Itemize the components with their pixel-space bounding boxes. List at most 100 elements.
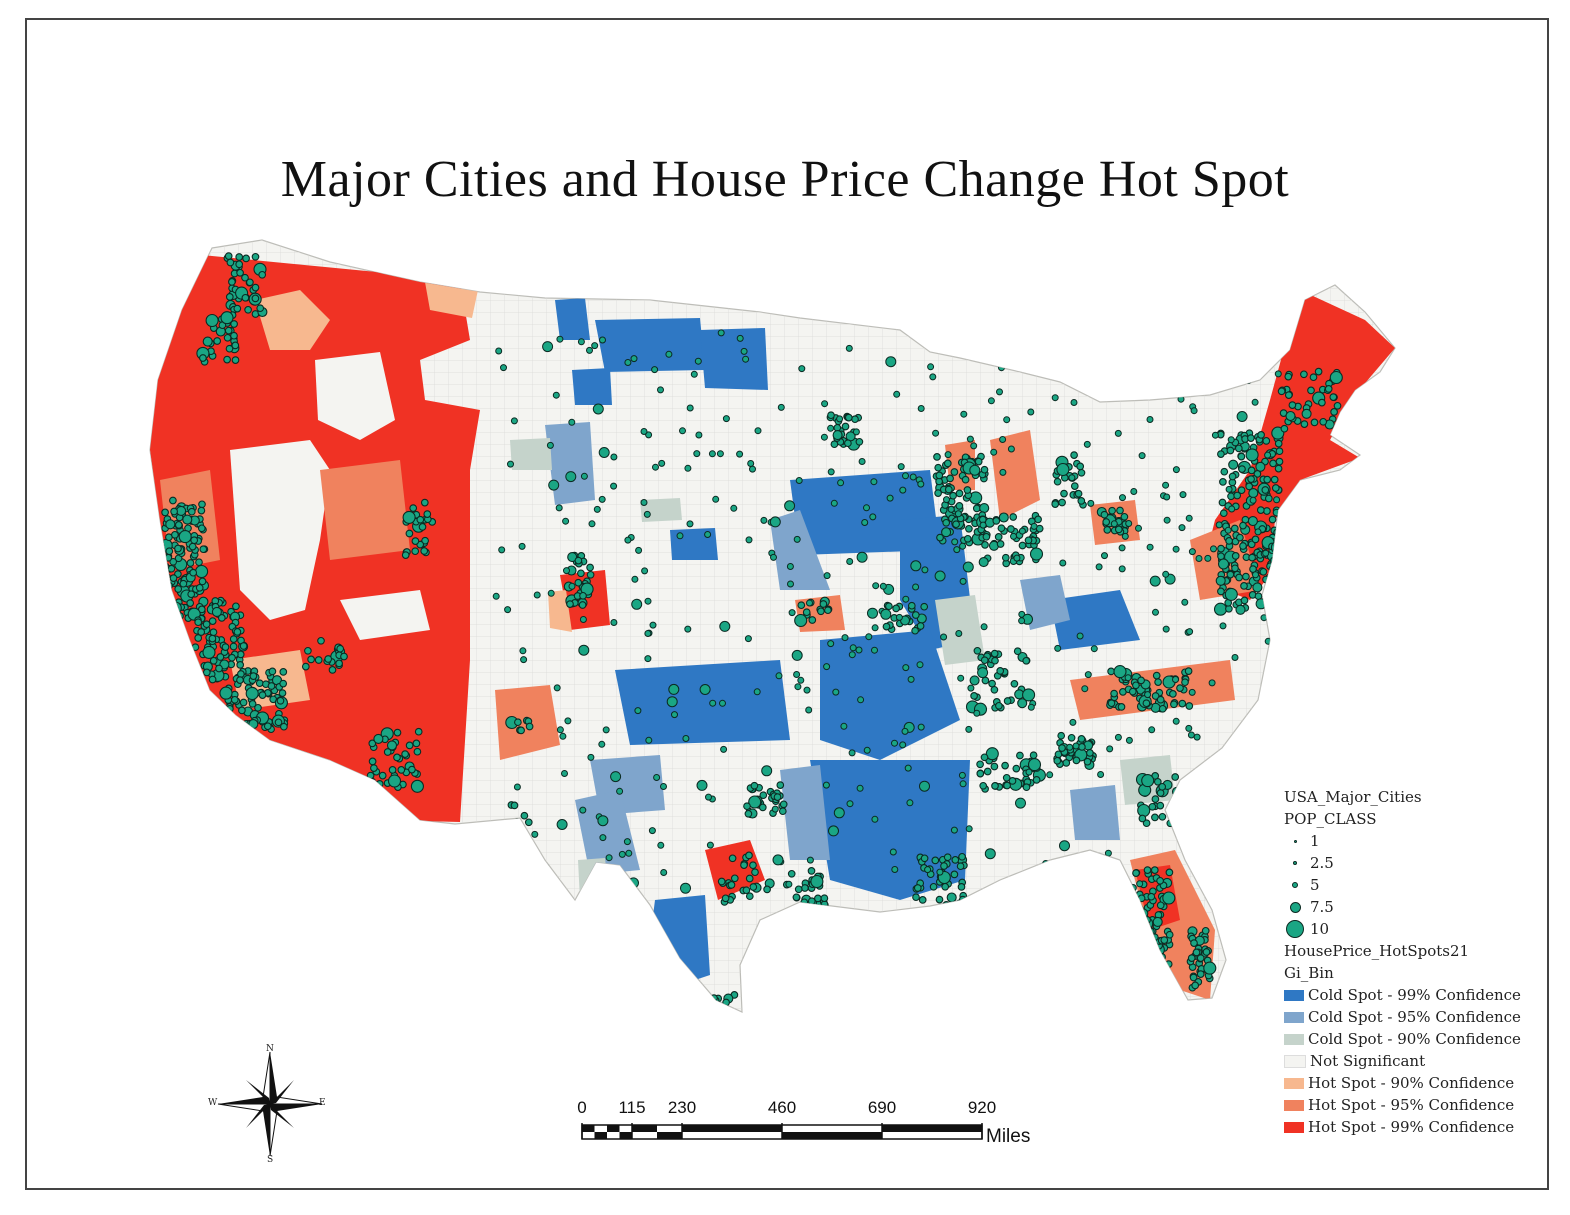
city-point [941, 882, 950, 891]
city-point [696, 779, 708, 791]
city-point [1138, 937, 1147, 946]
city-point [1138, 930, 1147, 939]
legend-cities-field: POP_CLASS [1284, 810, 1377, 828]
city-point [1132, 961, 1140, 970]
city-point [1219, 478, 1227, 486]
city-point [610, 453, 618, 461]
city-point [956, 862, 965, 871]
city-point [1300, 420, 1309, 428]
city-point [787, 869, 796, 878]
city-point [827, 424, 835, 432]
city-point [693, 450, 701, 458]
city-point [1100, 510, 1109, 519]
city-point [335, 659, 343, 668]
city-point [546, 441, 554, 449]
city-point [987, 397, 995, 405]
city-point [224, 252, 233, 260]
city-point [871, 646, 878, 654]
city-point [1172, 545, 1180, 553]
city-point [1231, 654, 1239, 661]
legend-hotspot-layer: HousePrice_HotSpots21 [1284, 942, 1470, 960]
city-point [965, 725, 973, 733]
city-point [578, 601, 587, 609]
city-point [1010, 532, 1017, 540]
city-point [251, 283, 260, 292]
city-point [1143, 961, 1151, 969]
city-point [641, 567, 649, 575]
city-point [772, 854, 784, 866]
city-point [630, 355, 638, 363]
city-point [1230, 524, 1239, 533]
city-point [188, 542, 197, 551]
city-point [1273, 584, 1282, 592]
city-point [821, 400, 829, 408]
oklahoma-cold-99 [615, 660, 790, 745]
city-point [1309, 373, 1318, 382]
city-point [1236, 533, 1244, 542]
city-point [169, 574, 178, 582]
city-point [244, 305, 252, 314]
city-point [805, 706, 813, 714]
city-point [225, 717, 234, 726]
city-point [644, 597, 652, 605]
city-point [891, 866, 899, 873]
city-point [1131, 953, 1139, 962]
city-point [802, 905, 811, 913]
city-point [1144, 943, 1153, 952]
city-point [383, 748, 392, 756]
city-point [799, 905, 808, 914]
city-point [1259, 784, 1267, 791]
city-point [1273, 864, 1281, 872]
legend-class-row: Cold Spot - 90% Confidence [1284, 1028, 1544, 1050]
city-dot-icon [1293, 839, 1297, 843]
city-point [231, 356, 240, 364]
city-point [1156, 789, 1165, 797]
city-point [657, 386, 664, 394]
city-point [880, 608, 892, 620]
city-point [186, 599, 195, 607]
city-point [248, 700, 257, 708]
city-point [1003, 781, 1011, 790]
city-point [229, 719, 238, 727]
city-point [929, 882, 938, 891]
city-point [1188, 688, 1196, 696]
city-point [1132, 869, 1140, 877]
city-point [1224, 526, 1232, 534]
city-point [166, 605, 175, 614]
city-point [1058, 744, 1066, 752]
city-point [1169, 690, 1177, 698]
city-point [744, 809, 753, 818]
city-point [1218, 558, 1229, 570]
legend-swatch [1284, 1011, 1304, 1023]
city-point [861, 519, 869, 526]
compass-e: E [319, 1098, 326, 1108]
city-point [1273, 528, 1281, 537]
city-point [1190, 407, 1198, 415]
city-point [1252, 582, 1263, 593]
city-point [794, 613, 808, 628]
city-point [235, 253, 244, 261]
city-point [238, 706, 246, 715]
city-point [1026, 347, 1034, 355]
city-point [610, 771, 622, 783]
city-point [980, 623, 988, 631]
city-point [1329, 393, 1338, 401]
city-point [602, 726, 610, 734]
city-point [1224, 587, 1238, 601]
city-point [593, 505, 601, 513]
city-point [1039, 336, 1047, 344]
compass-icon [217, 1051, 323, 1157]
legend-class-label: Hot Spot - 95% Confidence [1308, 1096, 1515, 1114]
city-point [1162, 891, 1176, 905]
city-point [1275, 542, 1283, 551]
city-point [706, 841, 714, 849]
city-point [1121, 532, 1129, 540]
city-point [795, 477, 803, 484]
city-point [402, 510, 416, 524]
city-point [393, 728, 402, 737]
city-point [955, 630, 963, 637]
city-point [1154, 678, 1162, 686]
city-point [978, 557, 989, 568]
city-point [1134, 902, 1143, 911]
legend-pop-dot-wrap [1284, 839, 1306, 843]
